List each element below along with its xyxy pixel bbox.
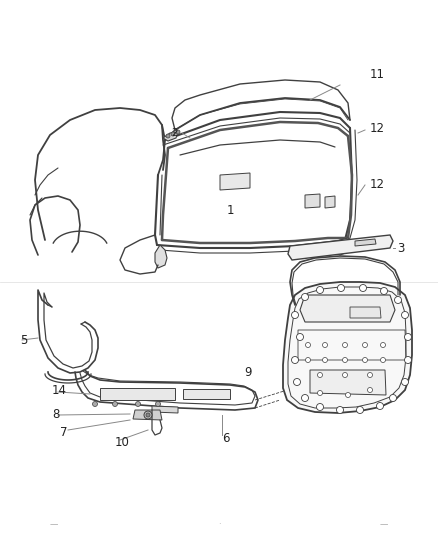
Circle shape xyxy=(346,392,350,398)
Circle shape xyxy=(305,343,311,348)
Circle shape xyxy=(405,334,411,341)
Circle shape xyxy=(381,343,385,348)
Circle shape xyxy=(336,407,343,414)
Circle shape xyxy=(381,287,388,295)
Polygon shape xyxy=(305,194,320,208)
Polygon shape xyxy=(288,235,393,260)
Circle shape xyxy=(166,134,170,138)
Circle shape xyxy=(292,357,299,364)
Text: —: — xyxy=(50,521,58,529)
Circle shape xyxy=(381,358,385,362)
Text: 2: 2 xyxy=(172,128,178,138)
Circle shape xyxy=(301,294,308,301)
Text: —: — xyxy=(380,521,389,529)
Text: 11: 11 xyxy=(370,69,385,82)
Circle shape xyxy=(292,311,299,319)
Text: 12: 12 xyxy=(370,122,385,134)
Circle shape xyxy=(135,401,141,407)
Polygon shape xyxy=(355,239,376,246)
Circle shape xyxy=(171,132,175,136)
Polygon shape xyxy=(133,410,162,420)
Circle shape xyxy=(405,357,411,364)
Circle shape xyxy=(305,358,311,362)
Circle shape xyxy=(402,378,409,385)
Circle shape xyxy=(343,343,347,348)
Circle shape xyxy=(176,130,180,134)
Polygon shape xyxy=(310,370,386,395)
Circle shape xyxy=(360,285,367,292)
Circle shape xyxy=(363,358,367,362)
Polygon shape xyxy=(183,389,230,399)
Circle shape xyxy=(301,394,308,401)
Circle shape xyxy=(322,358,328,362)
Circle shape xyxy=(377,402,384,409)
Circle shape xyxy=(146,413,150,417)
Text: 3: 3 xyxy=(397,241,404,254)
Circle shape xyxy=(367,387,372,392)
Circle shape xyxy=(389,394,396,401)
Circle shape xyxy=(363,343,367,348)
Text: 5: 5 xyxy=(20,334,27,346)
Circle shape xyxy=(92,401,98,407)
Circle shape xyxy=(322,343,328,348)
Polygon shape xyxy=(300,295,395,322)
Circle shape xyxy=(357,407,364,414)
Circle shape xyxy=(402,311,409,319)
Polygon shape xyxy=(155,245,167,268)
Polygon shape xyxy=(100,388,175,400)
Polygon shape xyxy=(325,196,335,208)
Circle shape xyxy=(395,296,402,303)
Text: 8: 8 xyxy=(52,408,60,422)
Circle shape xyxy=(338,285,345,292)
Text: ·: · xyxy=(218,521,220,529)
Text: 12: 12 xyxy=(370,179,385,191)
Text: 9: 9 xyxy=(244,367,252,379)
Circle shape xyxy=(317,403,324,410)
Polygon shape xyxy=(163,132,178,141)
Polygon shape xyxy=(350,307,381,318)
Polygon shape xyxy=(152,406,178,413)
Polygon shape xyxy=(283,282,412,413)
Circle shape xyxy=(144,411,152,419)
Circle shape xyxy=(297,334,304,341)
Circle shape xyxy=(318,373,322,377)
Text: 10: 10 xyxy=(115,435,130,448)
Circle shape xyxy=(367,373,372,377)
Circle shape xyxy=(343,373,347,377)
Text: 14: 14 xyxy=(52,384,67,397)
Circle shape xyxy=(343,358,347,362)
Circle shape xyxy=(293,378,300,385)
Text: 1: 1 xyxy=(226,204,234,216)
Polygon shape xyxy=(336,238,350,255)
Circle shape xyxy=(317,287,324,294)
Circle shape xyxy=(318,391,322,395)
Text: 7: 7 xyxy=(60,425,67,439)
Polygon shape xyxy=(220,173,250,190)
Text: 6: 6 xyxy=(222,432,230,445)
Circle shape xyxy=(113,401,117,407)
Circle shape xyxy=(155,401,160,407)
